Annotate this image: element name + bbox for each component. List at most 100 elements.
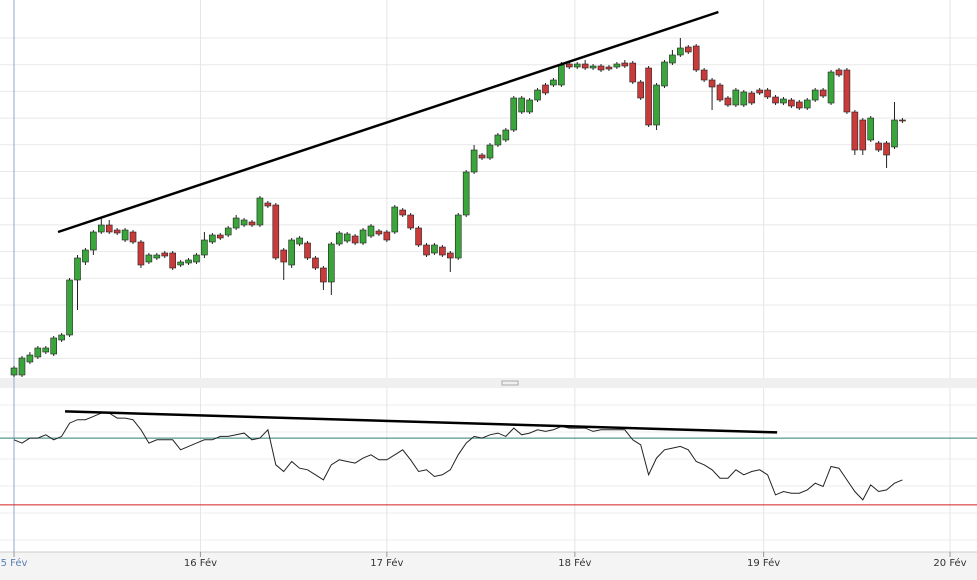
x-tick-label: 17 Fév (370, 557, 403, 569)
candle-body (462, 171, 470, 216)
x-tick-label: 5 Fév (1, 557, 28, 569)
candle-body (343, 233, 351, 242)
candle-body (621, 62, 629, 67)
candle-body (502, 129, 510, 141)
candle-body (780, 98, 787, 104)
candle-body (486, 144, 494, 159)
candle-body (526, 99, 533, 113)
candle-body (772, 96, 779, 104)
candle-body (573, 63, 581, 68)
divider-handle[interactable] (501, 380, 519, 386)
candle-body (296, 237, 303, 245)
candle-body (193, 254, 200, 263)
candle-body (708, 79, 716, 88)
trend-line (57, 10, 719, 234)
candle-body (740, 91, 748, 106)
candle-body (803, 99, 811, 109)
candle-body (470, 149, 478, 173)
x-tick-label: 16 Fév (184, 557, 217, 569)
candle-body (161, 252, 169, 257)
candle-body (716, 84, 724, 101)
candle-body (74, 257, 81, 281)
candle-body (542, 84, 549, 94)
candle-body (145, 254, 153, 263)
candle-body (335, 232, 343, 245)
candle-body (764, 89, 771, 98)
candle-body (518, 97, 525, 113)
candle-body (407, 214, 414, 229)
candle-body (851, 111, 859, 151)
candle-body (677, 47, 684, 56)
candle-body (201, 239, 208, 256)
x-axis-area (0, 552, 977, 580)
candle-body (105, 224, 113, 233)
candle-body (653, 84, 660, 126)
candle-body (669, 54, 676, 64)
candle-body (597, 65, 605, 71)
candle-body (883, 142, 890, 156)
candle-body (391, 206, 399, 233)
candle-body (835, 69, 843, 76)
candle-body (565, 63, 573, 68)
candle-body (692, 45, 700, 71)
oscillator-line (13, 412, 903, 501)
candle-body (113, 229, 121, 234)
candle-body (732, 89, 740, 106)
candle-body (304, 242, 311, 259)
candle-body (439, 246, 446, 256)
candle-body (351, 235, 359, 244)
candle-body (811, 89, 819, 101)
candle-body (10, 367, 18, 376)
candle-body (209, 234, 216, 243)
candle-body (288, 239, 295, 266)
candle-body (796, 101, 803, 109)
candle-body (859, 119, 867, 151)
candle-body (216, 234, 224, 239)
candle-body (18, 357, 26, 376)
candle-body (478, 154, 486, 159)
candle-body (454, 214, 462, 259)
candle-body (550, 79, 557, 86)
candle-body (613, 63, 621, 68)
candle-body (367, 225, 375, 237)
candle-body (581, 63, 589, 69)
candle-body (224, 227, 232, 236)
candle-body (240, 219, 248, 226)
candle-body (248, 221, 256, 226)
candle-body (891, 119, 898, 148)
candle-body (121, 229, 129, 241)
candle-body (90, 231, 97, 251)
candle-body (867, 117, 875, 141)
candle-body (312, 257, 319, 269)
candle-body (272, 204, 280, 259)
candle-body (232, 217, 240, 229)
candle-body (899, 119, 906, 122)
candle-body (153, 254, 161, 259)
candle-body (320, 267, 327, 283)
panel-divider[interactable] (0, 378, 977, 388)
candle-body (510, 97, 518, 131)
candle-body (423, 244, 430, 256)
candle-body (494, 134, 502, 146)
candle-body (748, 92, 756, 104)
candle-body (875, 142, 882, 151)
candle-body (534, 89, 541, 101)
candle-body (827, 71, 835, 104)
candle-body (756, 89, 763, 94)
candle-body (50, 337, 58, 355)
candle-body (137, 241, 145, 266)
candle-body (629, 62, 637, 83)
candle-body (26, 354, 34, 363)
candle-body (383, 231, 391, 241)
candle-body (637, 81, 644, 99)
candle-body (328, 243, 335, 283)
x-tick-label: 18 Fév (558, 557, 591, 569)
candle-body (169, 252, 176, 269)
candle-body (280, 249, 288, 263)
candle-body (42, 347, 50, 353)
candle-body (724, 97, 732, 106)
candle-body (645, 67, 652, 126)
candle-body (788, 99, 795, 107)
candle-body (661, 61, 668, 87)
candle-body (375, 230, 383, 235)
